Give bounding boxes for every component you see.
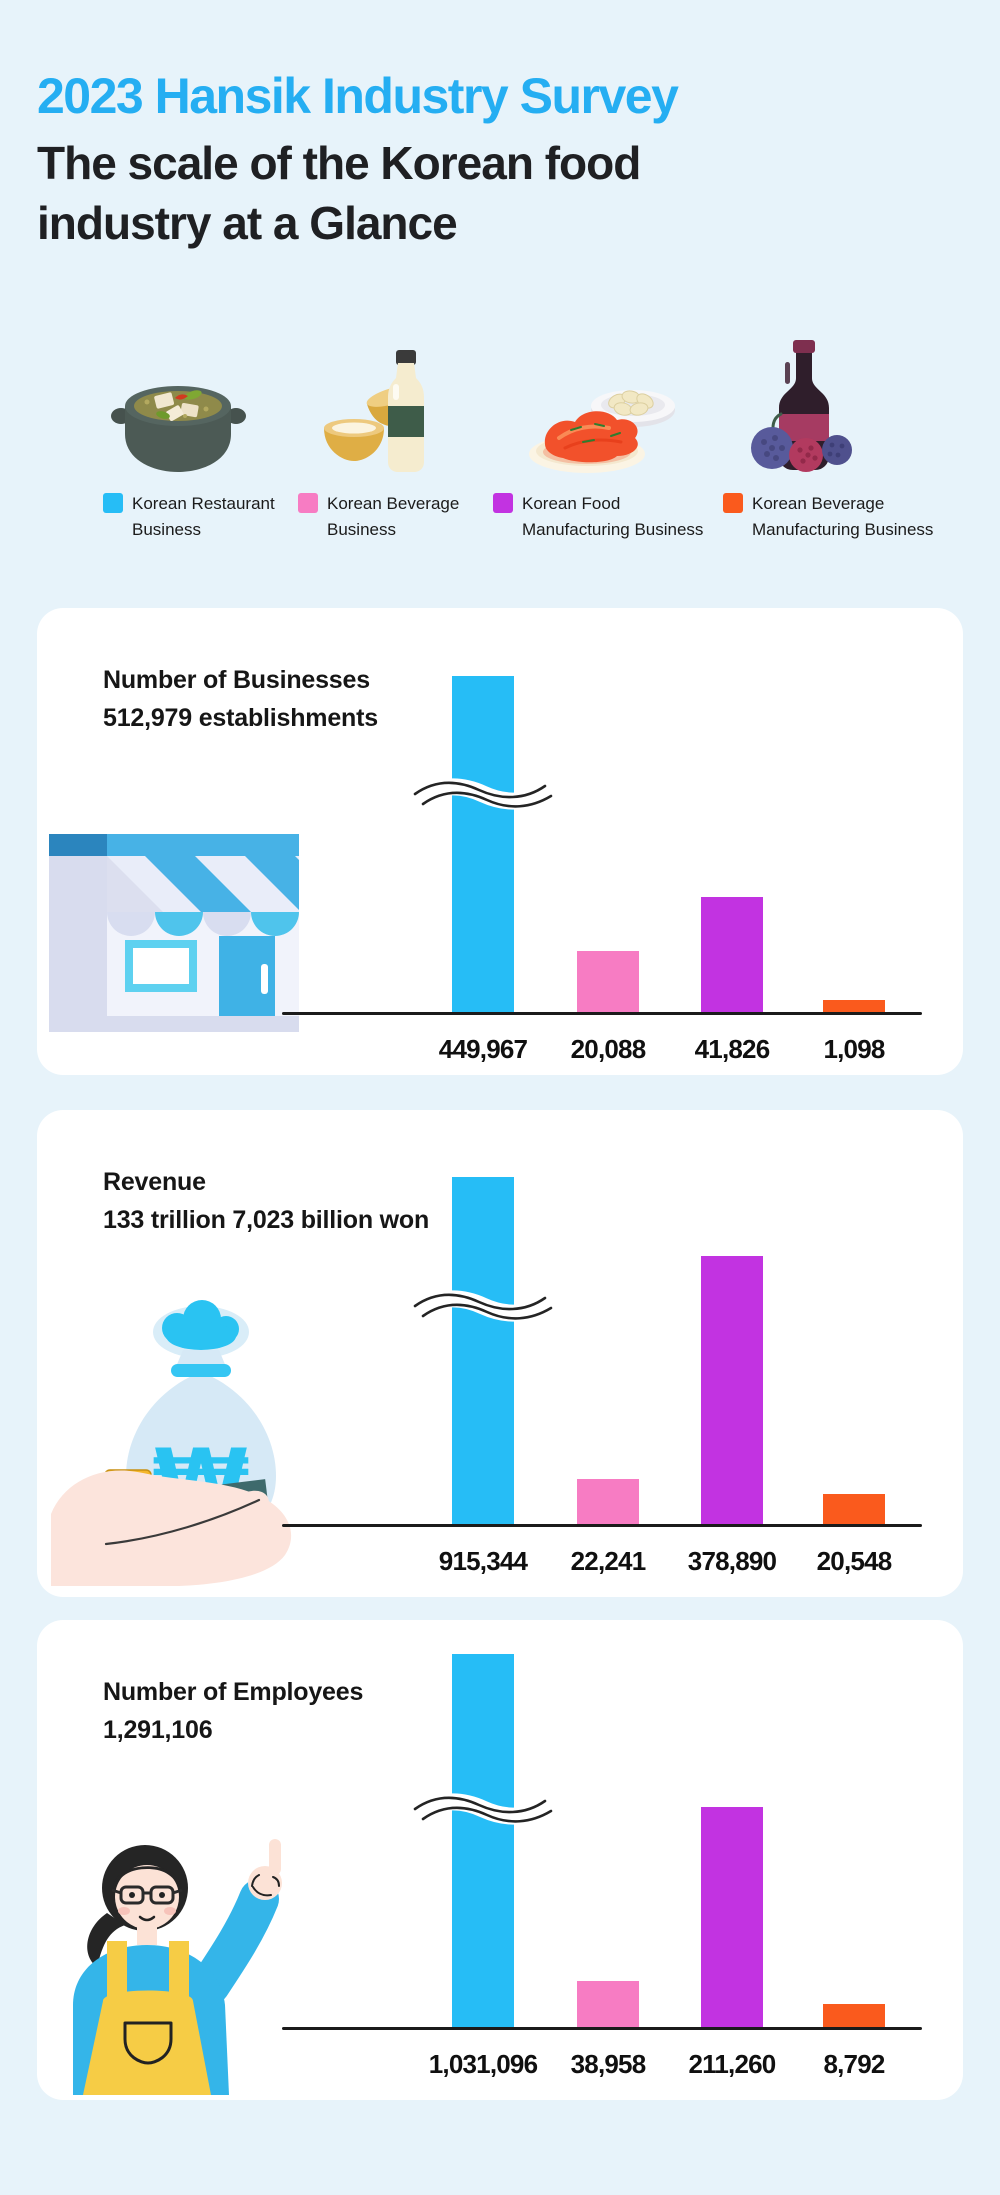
bar-korean-restaurant (452, 1177, 514, 1524)
bar-value-label: 41,826 (694, 1034, 771, 1064)
bar-value-label: 38,958 (570, 2049, 647, 2079)
legend-entry: Korean Beverage Manufacturing Business (723, 491, 949, 542)
bar-slot-restaurant: 449,967 (439, 608, 528, 1075)
legend-color-swatch (493, 493, 513, 513)
page-subtitle: The scale of the Korean food industry at… (37, 134, 857, 254)
x-axis-line (282, 1524, 922, 1527)
legend-color-swatch (103, 493, 123, 513)
bar-korean-food-manufacturing (701, 1256, 763, 1524)
page-subtitle-line-1: The scale of the Korean food (37, 137, 641, 189)
bar-slot-beverage-manufacturing: 1,098 (823, 608, 885, 1075)
legend-item-korean-beverage-manufacturing: Korean Beverage Manufacturing Business (723, 326, 949, 542)
page-subtitle-line-2: industry at a Glance (37, 196, 458, 249)
bar-value-label: 1,031,096 (428, 2049, 538, 2079)
legend-color-swatch (298, 493, 318, 513)
bar-value-label: 8,792 (823, 2049, 885, 2079)
bar-value-label: 378,890 (687, 1546, 777, 1576)
legend-item-korean-food-manufacturing: Korean Food Manufacturing Business (493, 326, 717, 542)
bar-value-label: 22,241 (570, 1546, 647, 1576)
stew-pot-icon (103, 326, 283, 476)
bar-value-label: 449,967 (438, 1034, 528, 1064)
hero-header: 2023 Hansik Industry Survey The scale of… (37, 66, 857, 254)
bar-slot-beverage: 22,241 (571, 1110, 646, 1597)
card-header: Number of Businesses 512,979 establishme… (103, 662, 378, 737)
kimchi-plate-icon (493, 326, 717, 476)
chart-subtitle: 512,979 establishments (103, 703, 378, 732)
legend-label: Korean Beverage Manufacturing Business (752, 494, 934, 539)
chart-title: Number of Businesses (103, 666, 370, 694)
bar-slot-beverage: 38,958 (571, 1620, 646, 2100)
makgeolli-bottle-icon (298, 326, 478, 476)
x-axis-line (282, 1012, 922, 1015)
card-header: Revenue 133 trillion 7,023 billion won (103, 1164, 429, 1239)
bar-korean-beverage-manufacturing (823, 1494, 885, 1524)
bar-value-label: 915,344 (438, 1546, 528, 1576)
worker-pointing-illustration (45, 1833, 310, 2100)
axis-break-icon (413, 1793, 553, 1825)
bar-value-label: 20,548 (816, 1546, 893, 1576)
bar-value-label: 1,098 (823, 1034, 885, 1064)
legend-item-korean-restaurant: Korean Restaurant Business (103, 326, 283, 542)
berry-wine-bottle-icon (723, 326, 949, 476)
bar-slot-beverage-manufacturing: 20,548 (817, 1110, 892, 1597)
legend: Korean Restaurant Business (37, 326, 963, 539)
legend-entry: Korean Beverage Business (298, 491, 478, 542)
chart-card-number-of-employees: Number of Employees 1,291,106 (37, 1620, 963, 2100)
legend-label: Korean Restaurant Business (132, 494, 275, 539)
bar-value-label: 211,260 (688, 2049, 777, 2079)
bar-slot-food-manufacturing: 41,826 (695, 608, 770, 1075)
legend-entry: Korean Restaurant Business (103, 491, 283, 542)
bar-slot-restaurant: 1,031,096 (429, 1620, 538, 2100)
legend-label: Korean Food Manufacturing Business (522, 494, 704, 539)
card-header: Number of Employees 1,291,106 (103, 1674, 363, 1749)
legend-item-korean-beverage: Korean Beverage Business (298, 326, 478, 542)
chart-card-number-of-businesses: Number of Businesses 512,979 establishme… (37, 608, 963, 1075)
bar-korean-restaurant (452, 1654, 514, 2027)
bar-korean-beverage (577, 1479, 639, 1524)
chart-title: Revenue (103, 1168, 206, 1196)
bar-korean-food-manufacturing (701, 1807, 763, 2027)
bar-korean-beverage-manufacturing (823, 2004, 885, 2027)
bar-korean-restaurant (452, 676, 514, 1012)
legend-entry: Korean Food Manufacturing Business (493, 491, 717, 542)
chart-title: Number of Employees (103, 1678, 364, 1706)
bar-korean-beverage-manufacturing (823, 1000, 885, 1012)
bar-slot-food-manufacturing: 211,260 (689, 1620, 776, 2100)
chart-subtitle: 1,291,106 (103, 1715, 213, 1744)
storefront-illustration (49, 834, 301, 1037)
bar-slot-food-manufacturing: 378,890 (688, 1110, 777, 1597)
bar-slot-beverage-manufacturing: 8,792 (823, 1620, 885, 2100)
legend-label: Korean Beverage Business (327, 494, 460, 539)
legend-color-swatch (723, 493, 743, 513)
bar-korean-beverage (577, 951, 639, 1012)
chart-subtitle: 133 trillion 7,023 billion won (103, 1205, 430, 1234)
page-title: 2023 Hansik Industry Survey (37, 68, 679, 124)
money-bag-in-hand-illustration: ₩ (51, 1274, 301, 1591)
bar-slot-restaurant: 915,344 (439, 1110, 528, 1597)
bar-korean-food-manufacturing (701, 897, 763, 1012)
bar-value-label: 20,088 (570, 1034, 647, 1064)
bar-korean-beverage (577, 1981, 639, 2027)
chart-card-revenue: Revenue 133 trillion 7,023 billion won ₩ (37, 1110, 963, 1597)
x-axis-line (282, 2027, 922, 2030)
bar-slot-beverage: 20,088 (571, 608, 646, 1075)
axis-break-icon (413, 778, 553, 810)
axis-break-icon (413, 1290, 553, 1322)
